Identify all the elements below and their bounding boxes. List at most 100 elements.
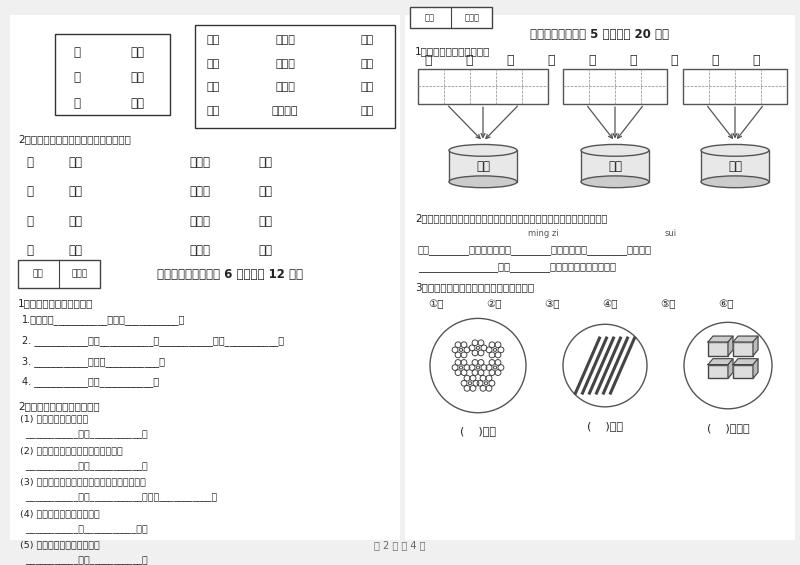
Text: 1、我能让花儿开得更美。: 1、我能让花儿开得更美。 bbox=[415, 46, 490, 56]
Text: ming zi: ming zi bbox=[528, 229, 558, 238]
Text: 洗: 洗 bbox=[26, 155, 34, 168]
Text: 绿绿的: 绿绿的 bbox=[190, 244, 210, 257]
Text: 草地: 草地 bbox=[258, 215, 272, 228]
Text: 得分: 得分 bbox=[425, 13, 435, 22]
Text: 皮球: 皮球 bbox=[130, 71, 144, 84]
Bar bbox=[10, 15, 400, 541]
Text: 五画: 五画 bbox=[728, 159, 742, 172]
Text: ②六: ②六 bbox=[486, 299, 502, 308]
Text: 1.大家一边___________，一边___________，: 1.大家一边___________，一边___________， bbox=[22, 315, 186, 325]
Text: 高大的: 高大的 bbox=[275, 82, 295, 93]
Text: 评卷人: 评卷人 bbox=[72, 270, 88, 279]
Text: 一颗: 一颗 bbox=[206, 59, 220, 69]
Bar bbox=[733, 364, 753, 379]
Bar bbox=[410, 7, 492, 28]
Polygon shape bbox=[708, 336, 733, 342]
Text: ___________那么___________，: ___________那么___________， bbox=[20, 462, 148, 471]
Text: 得分: 得分 bbox=[33, 270, 43, 279]
Ellipse shape bbox=[701, 145, 769, 157]
Text: 报纸: 报纸 bbox=[130, 97, 144, 110]
Text: (    )枝笔: ( )枝笔 bbox=[587, 420, 623, 431]
Text: (5) 瓶子里的水渐渐升高了。: (5) 瓶子里的水渐渐升高了。 bbox=[20, 541, 100, 550]
Bar bbox=[708, 342, 728, 356]
Text: 六、综合题（每题 5 分，共计 20 分）: 六、综合题（每题 5 分，共计 20 分） bbox=[530, 28, 670, 41]
Text: ___________渐渐___________，: ___________渐渐___________， bbox=[20, 556, 148, 565]
Text: 一棵: 一棵 bbox=[206, 35, 220, 45]
Text: 也: 也 bbox=[547, 54, 554, 67]
Text: (    )朵花: ( )朵花 bbox=[460, 427, 496, 437]
Bar bbox=[18, 260, 100, 288]
Bar bbox=[733, 342, 753, 356]
Text: 国旗: 国旗 bbox=[130, 46, 144, 59]
Text: 无: 无 bbox=[466, 54, 473, 67]
Text: ___________一边___________，一边___________，: ___________一边___________，一边___________， bbox=[20, 493, 218, 502]
Text: 2、你爱自己的家吗？赶快向大家介绍自己。（不会写的字用拼音代替）: 2、你爱自己的家吗？赶快向大家介绍自己。（不会写的字用拼音代替） bbox=[415, 213, 607, 223]
Text: (2) 他画的草原那么宽阔，那么平坦。: (2) 他画的草原那么宽阔，那么平坦。 bbox=[20, 446, 122, 455]
Ellipse shape bbox=[449, 145, 517, 157]
Text: 绿油油的: 绿油油的 bbox=[272, 106, 298, 116]
Text: 孩子: 孩子 bbox=[360, 35, 374, 45]
Text: ___________正___________呢！: ___________正___________呢！ bbox=[20, 525, 148, 534]
Text: 禾苗: 禾苗 bbox=[360, 59, 374, 69]
Text: ________________，共________口人，我非常爱我的家。: ________________，共________口人，我非常爱我的家。 bbox=[418, 262, 616, 272]
Text: 手帕: 手帕 bbox=[68, 244, 82, 257]
Text: 可爱的: 可爱的 bbox=[275, 59, 295, 69]
Polygon shape bbox=[753, 359, 758, 379]
Text: 星星: 星星 bbox=[258, 244, 272, 257]
Text: sui: sui bbox=[665, 229, 677, 238]
Text: 捉: 捉 bbox=[26, 244, 34, 257]
Bar bbox=[405, 15, 795, 541]
Text: 2、把下面的句子补充完整。: 2、把下面的句子补充完整。 bbox=[18, 401, 100, 411]
Text: (4) 李老师正忙着改作业呢！: (4) 李老师正忙着改作业呢！ bbox=[20, 509, 100, 518]
Bar bbox=[563, 69, 667, 104]
Text: 苹果: 苹果 bbox=[68, 215, 82, 228]
Text: 太阳: 太阳 bbox=[258, 185, 272, 198]
Text: 可爱的: 可爱的 bbox=[190, 185, 210, 198]
Text: 松树: 松树 bbox=[360, 106, 374, 116]
Text: 2. ___________那么___________，___________那么___________，: 2. ___________那么___________，___________那… bbox=[22, 335, 284, 346]
Bar bbox=[449, 150, 517, 182]
Text: (1) 小蜗蜗已经长大了。: (1) 小蜗蜗已经长大了。 bbox=[20, 415, 88, 424]
Text: 闪闪的: 闪闪的 bbox=[275, 35, 295, 45]
Text: 小鸟: 小鸟 bbox=[258, 155, 272, 168]
Text: 捡: 捡 bbox=[26, 215, 34, 228]
Polygon shape bbox=[733, 359, 758, 364]
Ellipse shape bbox=[449, 176, 517, 188]
Text: (3) 我和妈妈一边散步，一边欣赏美丽的景色。: (3) 我和妈妈一边散步，一边欣赏美丽的景色。 bbox=[20, 477, 146, 486]
Text: 三画: 三画 bbox=[476, 159, 490, 172]
Text: 贝壳: 贝壳 bbox=[68, 155, 82, 168]
Text: 头: 头 bbox=[711, 54, 718, 67]
Polygon shape bbox=[728, 359, 733, 379]
Text: ③八: ③八 bbox=[544, 299, 559, 308]
Bar bbox=[708, 364, 728, 379]
Text: 子: 子 bbox=[424, 54, 432, 67]
Text: 一片: 一片 bbox=[206, 106, 220, 116]
Bar bbox=[581, 150, 649, 182]
Text: 3、我会数一数，选择填空。（只填序号）: 3、我会数一数，选择填空。（只填序号） bbox=[415, 282, 534, 292]
Text: 小虫: 小虫 bbox=[68, 185, 82, 198]
Text: ①四: ①四 bbox=[428, 299, 443, 308]
Text: 一个: 一个 bbox=[206, 82, 220, 93]
Text: 闪闪的: 闪闪的 bbox=[190, 215, 210, 228]
Text: 第 2 页 共 4 页: 第 2 页 共 4 页 bbox=[374, 540, 426, 550]
Bar bbox=[195, 24, 395, 128]
Text: 送: 送 bbox=[74, 71, 81, 84]
Text: 评卷人: 评卷人 bbox=[465, 13, 479, 22]
Text: 星星: 星星 bbox=[360, 82, 374, 93]
Polygon shape bbox=[753, 336, 758, 356]
Text: ⑤五: ⑤五 bbox=[660, 299, 675, 308]
Text: ⑥三: ⑥三 bbox=[718, 299, 734, 308]
Bar bbox=[418, 69, 548, 104]
Text: 我叫________（名字），今年________岁，我家住在________，家里有: 我叫________（名字），今年________岁，我家住在________，… bbox=[418, 245, 652, 255]
Polygon shape bbox=[728, 336, 733, 356]
Text: 马: 马 bbox=[752, 54, 760, 67]
Bar bbox=[55, 34, 170, 115]
Text: 开: 开 bbox=[74, 97, 81, 110]
Ellipse shape bbox=[581, 176, 649, 188]
Text: 目: 目 bbox=[506, 54, 514, 67]
Text: 出: 出 bbox=[588, 54, 596, 67]
Text: 拍: 拍 bbox=[74, 46, 81, 59]
Ellipse shape bbox=[701, 176, 769, 188]
Text: 3. ___________有一座___________，: 3. ___________有一座___________， bbox=[22, 356, 165, 367]
Text: 4. ___________已经___________，: 4. ___________已经___________， bbox=[22, 376, 159, 387]
